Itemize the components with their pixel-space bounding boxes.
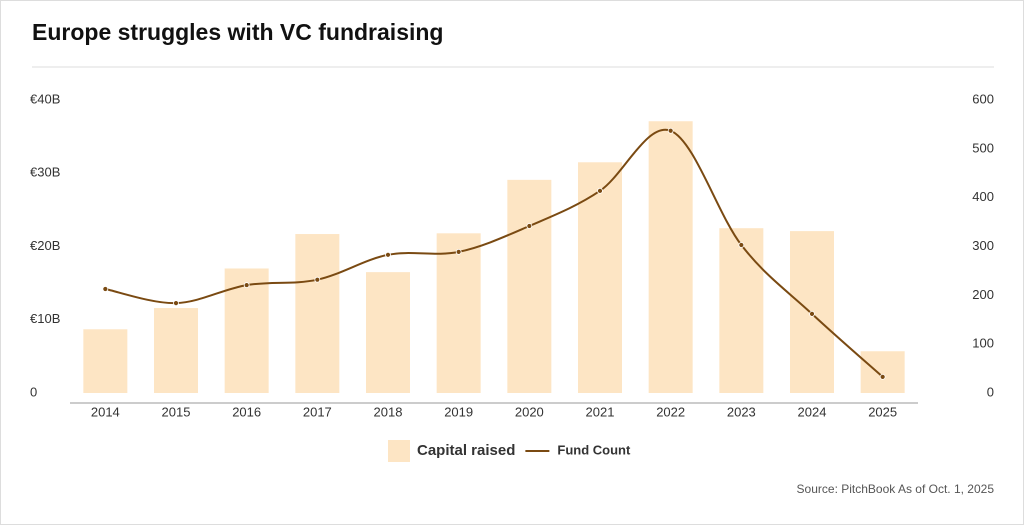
x-tick-label: 2014 [91, 404, 120, 419]
y2-tick-label: 300 [972, 238, 994, 253]
x-tick-label: 2020 [515, 404, 544, 419]
point [809, 310, 815, 317]
y-tick-label: €40B [30, 91, 60, 106]
point [173, 300, 179, 307]
legend-swatch [388, 440, 410, 462]
y2-tick-label: 400 [972, 189, 994, 204]
bar [154, 308, 198, 393]
y2-tick-label: 600 [972, 91, 994, 106]
point [879, 373, 886, 380]
bar [83, 329, 128, 393]
y2-tick-label: 500 [972, 140, 994, 155]
y-tick-label: €20B [30, 238, 60, 253]
bar [295, 234, 340, 393]
bar [507, 179, 552, 393]
point [526, 223, 533, 229]
y-tick-label: 0 [30, 384, 37, 399]
y2-tick-label: 0 [987, 384, 994, 399]
x-tick-label: 2021 [586, 404, 615, 419]
x-tick-label: 2022 [656, 404, 685, 419]
y-tick-label: €10B [30, 311, 60, 326]
x-tick-label: 2016 [232, 404, 261, 419]
point [243, 282, 250, 288]
point [667, 127, 674, 134]
x-tick-label: 2023 [727, 404, 756, 419]
x-tick-label: 2018 [374, 404, 403, 419]
bar [860, 351, 905, 393]
y-tick-label: €30B [30, 165, 60, 180]
source: Source: PitchBook As of Oct. 1, 2025 [797, 482, 995, 496]
chart-title: Europe struggles with VC fundraising [32, 19, 443, 45]
point [738, 242, 745, 248]
point [102, 286, 109, 292]
bar [578, 162, 622, 393]
bar [719, 228, 764, 393]
point [385, 251, 391, 258]
x-tick-label: 2024 [798, 404, 827, 419]
point [455, 248, 462, 255]
y2-tick-label: 200 [972, 287, 994, 302]
legend-label: Capital raised [417, 442, 515, 459]
x-tick-label: 2015 [162, 404, 191, 419]
x-tick-label: 2025 [868, 404, 897, 419]
point [597, 187, 603, 194]
bar [366, 272, 410, 393]
x-tick-label: 2017 [303, 404, 332, 419]
bar [436, 233, 481, 393]
x-tick-label: 2019 [444, 404, 473, 419]
bar [648, 121, 693, 394]
legend-label: Fund Count [557, 442, 631, 457]
point [314, 276, 321, 283]
y2-tick-label: 100 [972, 336, 994, 351]
